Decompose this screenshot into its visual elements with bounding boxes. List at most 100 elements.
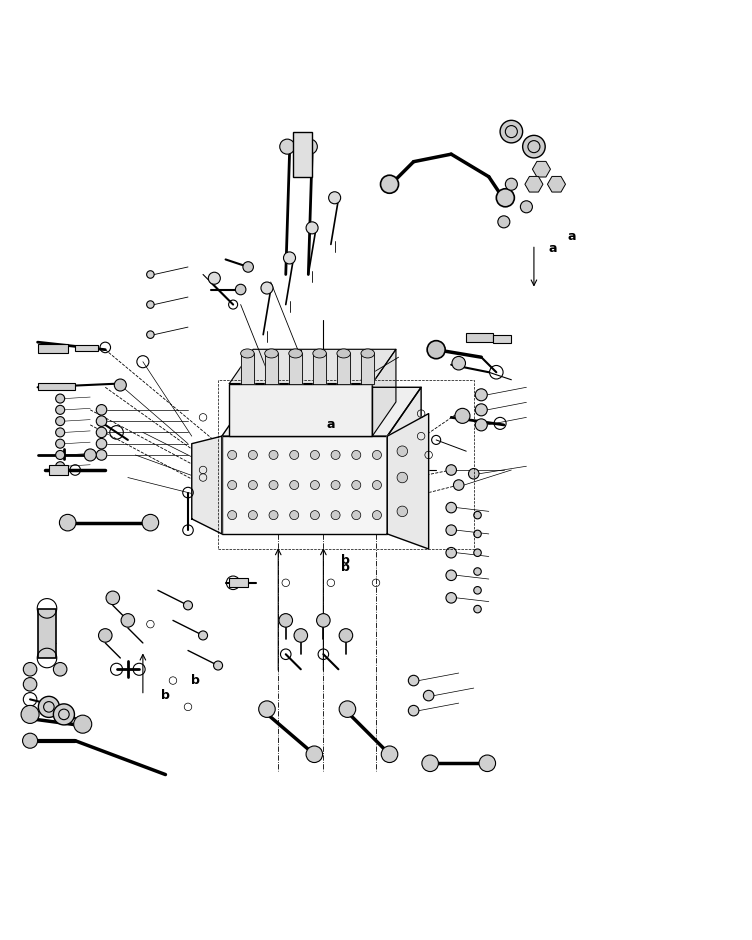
Circle shape bbox=[279, 614, 293, 627]
Circle shape bbox=[183, 601, 193, 610]
Circle shape bbox=[339, 701, 356, 717]
Polygon shape bbox=[361, 353, 374, 384]
Circle shape bbox=[74, 715, 92, 733]
Circle shape bbox=[38, 697, 59, 717]
Circle shape bbox=[311, 510, 320, 520]
Circle shape bbox=[199, 631, 208, 640]
Polygon shape bbox=[547, 177, 566, 192]
Circle shape bbox=[408, 705, 419, 716]
Circle shape bbox=[423, 690, 434, 701]
Circle shape bbox=[114, 379, 126, 391]
Bar bbox=[38, 344, 68, 353]
Circle shape bbox=[259, 701, 275, 717]
Circle shape bbox=[53, 663, 67, 676]
Circle shape bbox=[453, 479, 464, 491]
Ellipse shape bbox=[361, 349, 374, 358]
Circle shape bbox=[208, 273, 220, 284]
Circle shape bbox=[452, 356, 465, 370]
Circle shape bbox=[505, 179, 517, 190]
Circle shape bbox=[311, 480, 320, 490]
Circle shape bbox=[372, 480, 381, 490]
Ellipse shape bbox=[313, 349, 326, 358]
Circle shape bbox=[56, 394, 65, 403]
Text: a: a bbox=[326, 418, 335, 431]
Circle shape bbox=[228, 450, 237, 460]
Polygon shape bbox=[241, 353, 254, 384]
Circle shape bbox=[280, 139, 295, 154]
Circle shape bbox=[446, 525, 456, 536]
Circle shape bbox=[214, 661, 223, 670]
Circle shape bbox=[228, 510, 237, 520]
Circle shape bbox=[243, 261, 253, 273]
Bar bbox=[222, 436, 387, 534]
Circle shape bbox=[475, 389, 487, 400]
Circle shape bbox=[474, 568, 481, 575]
Circle shape bbox=[520, 201, 532, 212]
Bar bbox=[75, 345, 98, 352]
Circle shape bbox=[311, 450, 320, 460]
Circle shape bbox=[339, 629, 353, 642]
Circle shape bbox=[317, 614, 330, 627]
Circle shape bbox=[96, 438, 107, 449]
Circle shape bbox=[56, 428, 65, 437]
Circle shape bbox=[261, 282, 273, 294]
Circle shape bbox=[498, 216, 510, 227]
Circle shape bbox=[269, 450, 278, 460]
Circle shape bbox=[290, 480, 299, 490]
Circle shape bbox=[422, 755, 438, 772]
Circle shape bbox=[121, 614, 135, 627]
Circle shape bbox=[248, 480, 257, 490]
Circle shape bbox=[446, 592, 456, 603]
Polygon shape bbox=[387, 414, 429, 549]
Polygon shape bbox=[372, 350, 396, 436]
Circle shape bbox=[290, 510, 299, 520]
Bar bbox=[38, 383, 75, 390]
Circle shape bbox=[372, 510, 381, 520]
Text: b: b bbox=[191, 674, 200, 687]
Ellipse shape bbox=[265, 349, 278, 358]
Circle shape bbox=[21, 705, 39, 724]
Circle shape bbox=[23, 733, 38, 748]
Circle shape bbox=[523, 135, 545, 158]
Circle shape bbox=[446, 547, 456, 558]
Circle shape bbox=[331, 510, 340, 520]
Bar bbox=[493, 336, 511, 343]
Circle shape bbox=[56, 450, 65, 460]
Circle shape bbox=[147, 331, 154, 338]
Circle shape bbox=[302, 139, 317, 154]
Circle shape bbox=[479, 755, 496, 772]
Ellipse shape bbox=[337, 349, 350, 358]
Circle shape bbox=[147, 301, 154, 308]
Circle shape bbox=[56, 439, 65, 448]
Circle shape bbox=[475, 419, 487, 431]
Circle shape bbox=[59, 514, 76, 531]
Circle shape bbox=[352, 480, 361, 490]
Circle shape bbox=[306, 222, 318, 234]
Circle shape bbox=[284, 252, 296, 264]
Circle shape bbox=[474, 511, 481, 519]
Polygon shape bbox=[337, 353, 350, 384]
Circle shape bbox=[381, 746, 398, 762]
Circle shape bbox=[294, 629, 308, 642]
Polygon shape bbox=[387, 387, 421, 534]
Ellipse shape bbox=[289, 349, 302, 358]
Polygon shape bbox=[289, 353, 302, 384]
Circle shape bbox=[381, 175, 399, 194]
Circle shape bbox=[96, 427, 107, 438]
Bar bbox=[466, 333, 493, 342]
Circle shape bbox=[474, 549, 481, 556]
Circle shape bbox=[96, 404, 107, 415]
Circle shape bbox=[446, 570, 456, 581]
Circle shape bbox=[408, 675, 419, 686]
Text: b: b bbox=[341, 561, 350, 574]
Bar bbox=[218, 380, 474, 549]
Circle shape bbox=[56, 416, 65, 426]
Circle shape bbox=[474, 587, 481, 594]
Circle shape bbox=[84, 449, 96, 461]
Circle shape bbox=[427, 340, 445, 359]
Circle shape bbox=[53, 704, 74, 725]
Circle shape bbox=[96, 415, 107, 427]
Circle shape bbox=[496, 189, 514, 207]
Circle shape bbox=[372, 450, 381, 460]
Text: a: a bbox=[567, 230, 576, 243]
